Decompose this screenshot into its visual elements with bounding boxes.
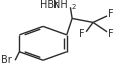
Text: F: F [108, 9, 114, 19]
Text: HBr: HBr [40, 1, 58, 11]
Text: 2: 2 [72, 4, 76, 10]
Text: NH: NH [53, 1, 68, 11]
Text: Br: Br [1, 55, 12, 65]
Text: F: F [79, 29, 84, 39]
Text: F: F [108, 29, 114, 39]
